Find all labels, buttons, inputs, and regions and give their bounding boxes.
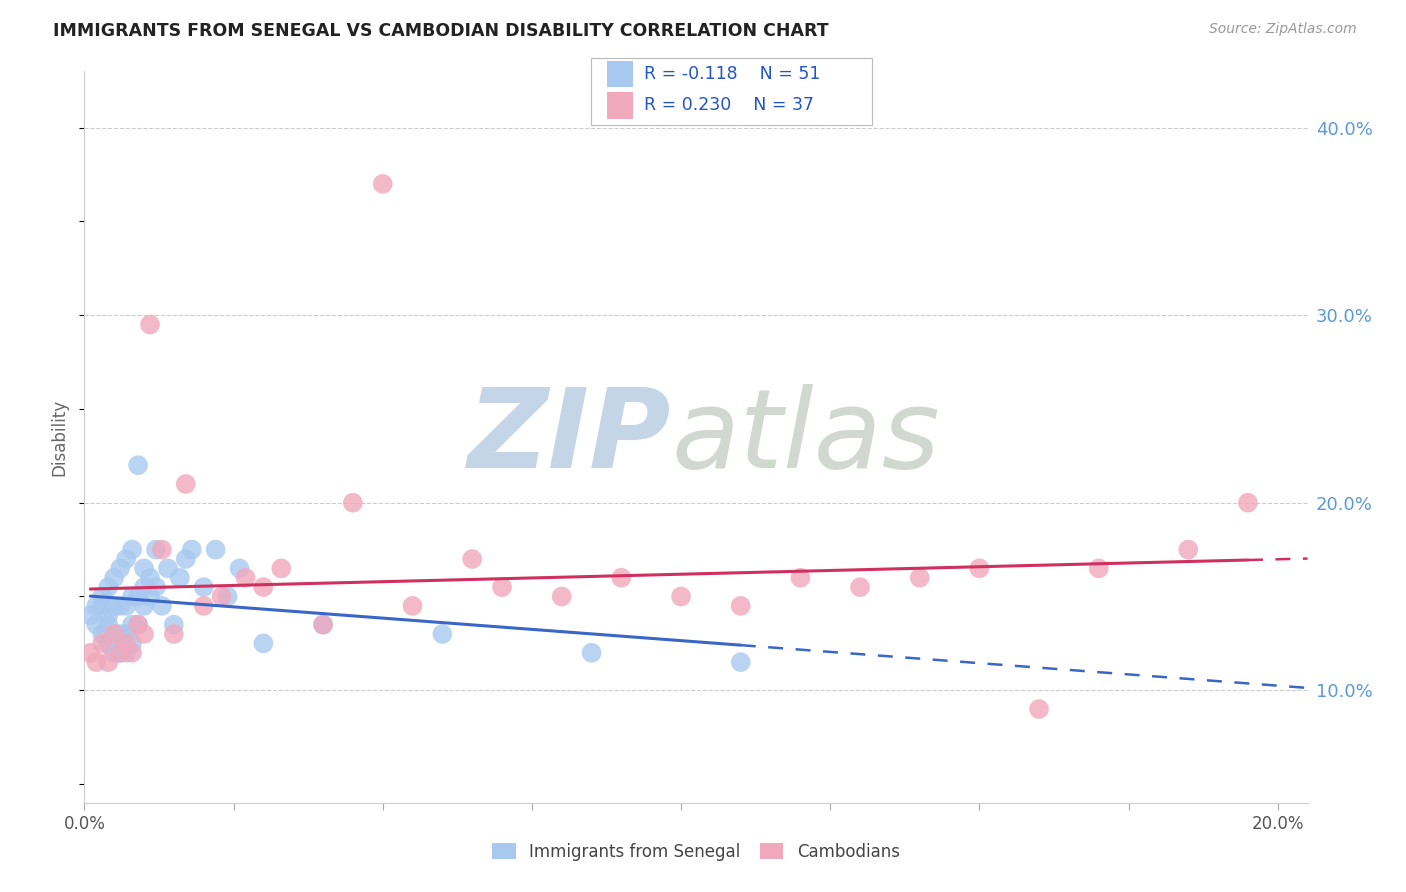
Point bbox=[252, 636, 274, 650]
Point bbox=[84, 617, 107, 632]
Text: R = 0.230    N = 37: R = 0.230 N = 37 bbox=[644, 96, 814, 114]
Point bbox=[127, 458, 149, 473]
Point bbox=[150, 542, 173, 557]
Point bbox=[789, 571, 811, 585]
Point bbox=[97, 580, 120, 594]
Point bbox=[132, 561, 155, 575]
Point bbox=[312, 617, 335, 632]
Point bbox=[252, 580, 274, 594]
Point bbox=[169, 571, 191, 585]
Point bbox=[204, 542, 226, 557]
Point bbox=[312, 617, 335, 632]
Point bbox=[139, 590, 162, 604]
Point bbox=[270, 561, 292, 575]
Point bbox=[108, 599, 131, 613]
Point bbox=[401, 599, 423, 613]
Point bbox=[103, 627, 125, 641]
Point bbox=[193, 580, 215, 594]
Point bbox=[163, 617, 186, 632]
Point bbox=[115, 599, 138, 613]
Point bbox=[91, 590, 114, 604]
Point bbox=[969, 561, 991, 575]
Point bbox=[730, 655, 752, 669]
Point bbox=[121, 646, 143, 660]
Point bbox=[115, 636, 138, 650]
Point bbox=[108, 646, 131, 660]
Point bbox=[235, 571, 257, 585]
Point bbox=[193, 599, 215, 613]
Point bbox=[730, 599, 752, 613]
Point bbox=[228, 561, 250, 575]
Point bbox=[145, 542, 167, 557]
Point bbox=[163, 627, 186, 641]
Point bbox=[908, 571, 931, 585]
Point bbox=[180, 542, 202, 557]
Point bbox=[97, 617, 120, 632]
Point bbox=[121, 636, 143, 650]
Point bbox=[127, 617, 149, 632]
Point bbox=[432, 627, 454, 641]
Point bbox=[1087, 561, 1109, 575]
Point bbox=[139, 571, 162, 585]
Point bbox=[150, 599, 173, 613]
Point bbox=[121, 590, 143, 604]
Point bbox=[849, 580, 872, 594]
Text: Source: ZipAtlas.com: Source: ZipAtlas.com bbox=[1209, 22, 1357, 37]
Point bbox=[132, 580, 155, 594]
Legend: Immigrants from Senegal, Cambodians: Immigrants from Senegal, Cambodians bbox=[485, 837, 907, 868]
Text: R = -0.118    N = 51: R = -0.118 N = 51 bbox=[644, 65, 820, 83]
Point bbox=[115, 627, 138, 641]
Point bbox=[97, 636, 120, 650]
Point bbox=[108, 646, 131, 660]
Point bbox=[211, 590, 233, 604]
Point bbox=[1177, 542, 1199, 557]
Point bbox=[371, 177, 394, 191]
Point bbox=[156, 561, 179, 575]
Point bbox=[97, 608, 120, 623]
Point bbox=[103, 627, 125, 641]
Point bbox=[121, 542, 143, 557]
Point bbox=[1028, 702, 1050, 716]
Point bbox=[174, 477, 197, 491]
Point bbox=[342, 496, 364, 510]
Point bbox=[669, 590, 692, 604]
Point bbox=[79, 608, 101, 623]
Point bbox=[84, 599, 107, 613]
Point bbox=[103, 599, 125, 613]
Point bbox=[132, 627, 155, 641]
Point bbox=[91, 636, 114, 650]
Point bbox=[97, 655, 120, 669]
Point bbox=[84, 655, 107, 669]
Point bbox=[174, 552, 197, 566]
Point bbox=[127, 617, 149, 632]
Point bbox=[91, 627, 114, 641]
Point bbox=[610, 571, 633, 585]
Point bbox=[127, 590, 149, 604]
Point bbox=[108, 561, 131, 575]
Point bbox=[1237, 496, 1260, 510]
Text: ZIP: ZIP bbox=[468, 384, 672, 491]
Point bbox=[103, 571, 125, 585]
Point bbox=[103, 646, 125, 660]
Point bbox=[115, 552, 138, 566]
Point bbox=[108, 627, 131, 641]
Text: IMMIGRANTS FROM SENEGAL VS CAMBODIAN DISABILITY CORRELATION CHART: IMMIGRANTS FROM SENEGAL VS CAMBODIAN DIS… bbox=[53, 22, 830, 40]
Point bbox=[491, 580, 513, 594]
Point bbox=[145, 580, 167, 594]
Point bbox=[217, 590, 239, 604]
Y-axis label: Disability: Disability bbox=[51, 399, 69, 475]
Point bbox=[79, 646, 101, 660]
Point bbox=[551, 590, 574, 604]
Point bbox=[461, 552, 484, 566]
Point bbox=[132, 599, 155, 613]
Point bbox=[115, 646, 138, 660]
Point bbox=[91, 599, 114, 613]
Point bbox=[121, 617, 143, 632]
Point bbox=[581, 646, 603, 660]
Point bbox=[139, 318, 162, 332]
Text: atlas: atlas bbox=[672, 384, 941, 491]
